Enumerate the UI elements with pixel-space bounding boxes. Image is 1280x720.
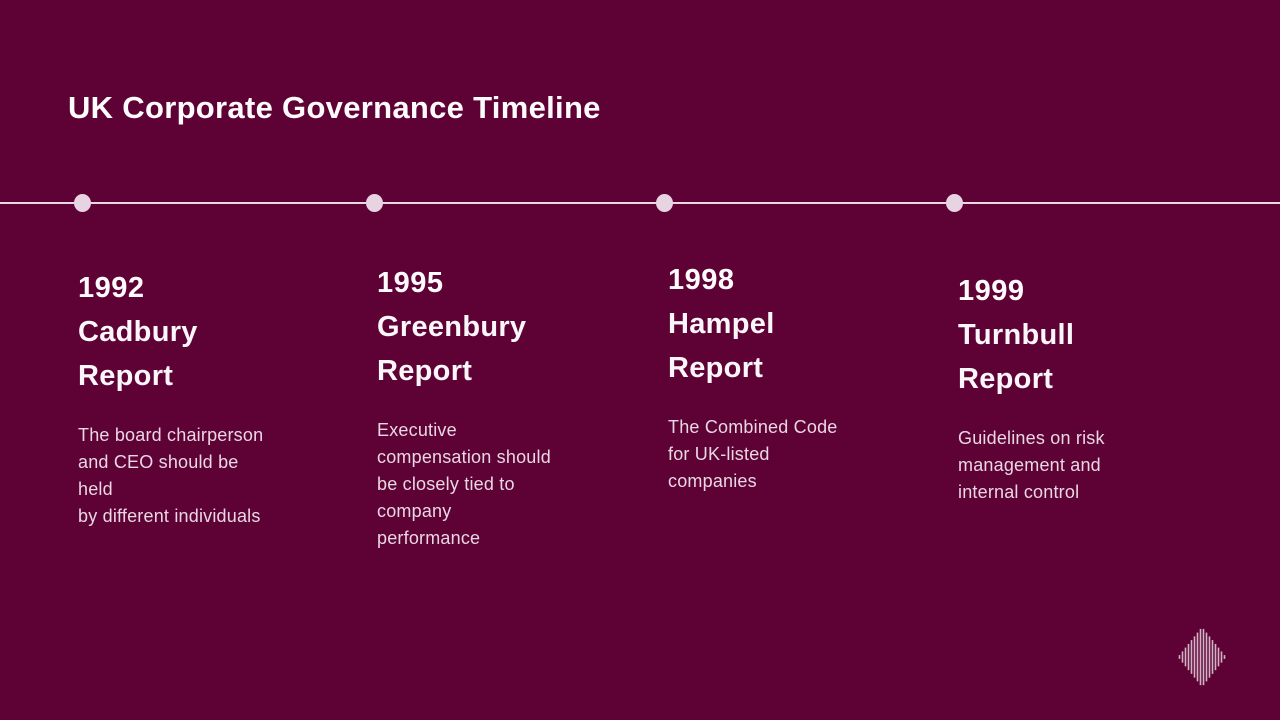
striped-diamond-logo-icon (1178, 628, 1226, 686)
entry-title: Hampel Report (668, 308, 775, 384)
entry-description: The Combined Code for UK-listed companie… (668, 417, 838, 491)
entry-title: Greenbury Report (377, 311, 527, 387)
timeline-dot-1998 (656, 194, 673, 212)
timeline-dot-1995 (366, 194, 383, 212)
entry-description: Guidelines on risk management and intern… (958, 428, 1105, 502)
timeline-dot-1999 (946, 194, 963, 212)
entry-year: 1998 (668, 264, 735, 296)
timeline-axis-line (0, 202, 1280, 204)
page-title: UK Corporate Governance Timeline (68, 90, 601, 125)
timeline-entry-1995: 1995 Greenbury Report Executive compensa… (377, 261, 637, 552)
entry-year: 1992 (78, 272, 145, 304)
entry-title: Cadbury Report (78, 316, 198, 392)
timeline-entry-1992: 1992 Cadbury Report The board chairperso… (78, 266, 338, 530)
entry-title: Turnbull Report (958, 319, 1075, 395)
timeline-entry-1998: 1998 Hampel Report The Combined Code for… (668, 258, 928, 495)
entry-description: Executive compensation should be closely… (377, 420, 551, 548)
entry-year: 1999 (958, 275, 1025, 307)
timeline-entry-1999: 1999 Turnbull Report Guidelines on risk … (958, 269, 1218, 506)
timeline-dot-1992 (74, 194, 91, 212)
entry-year: 1995 (377, 267, 444, 299)
entry-description: The board chairperson and CEO should be … (78, 425, 264, 526)
